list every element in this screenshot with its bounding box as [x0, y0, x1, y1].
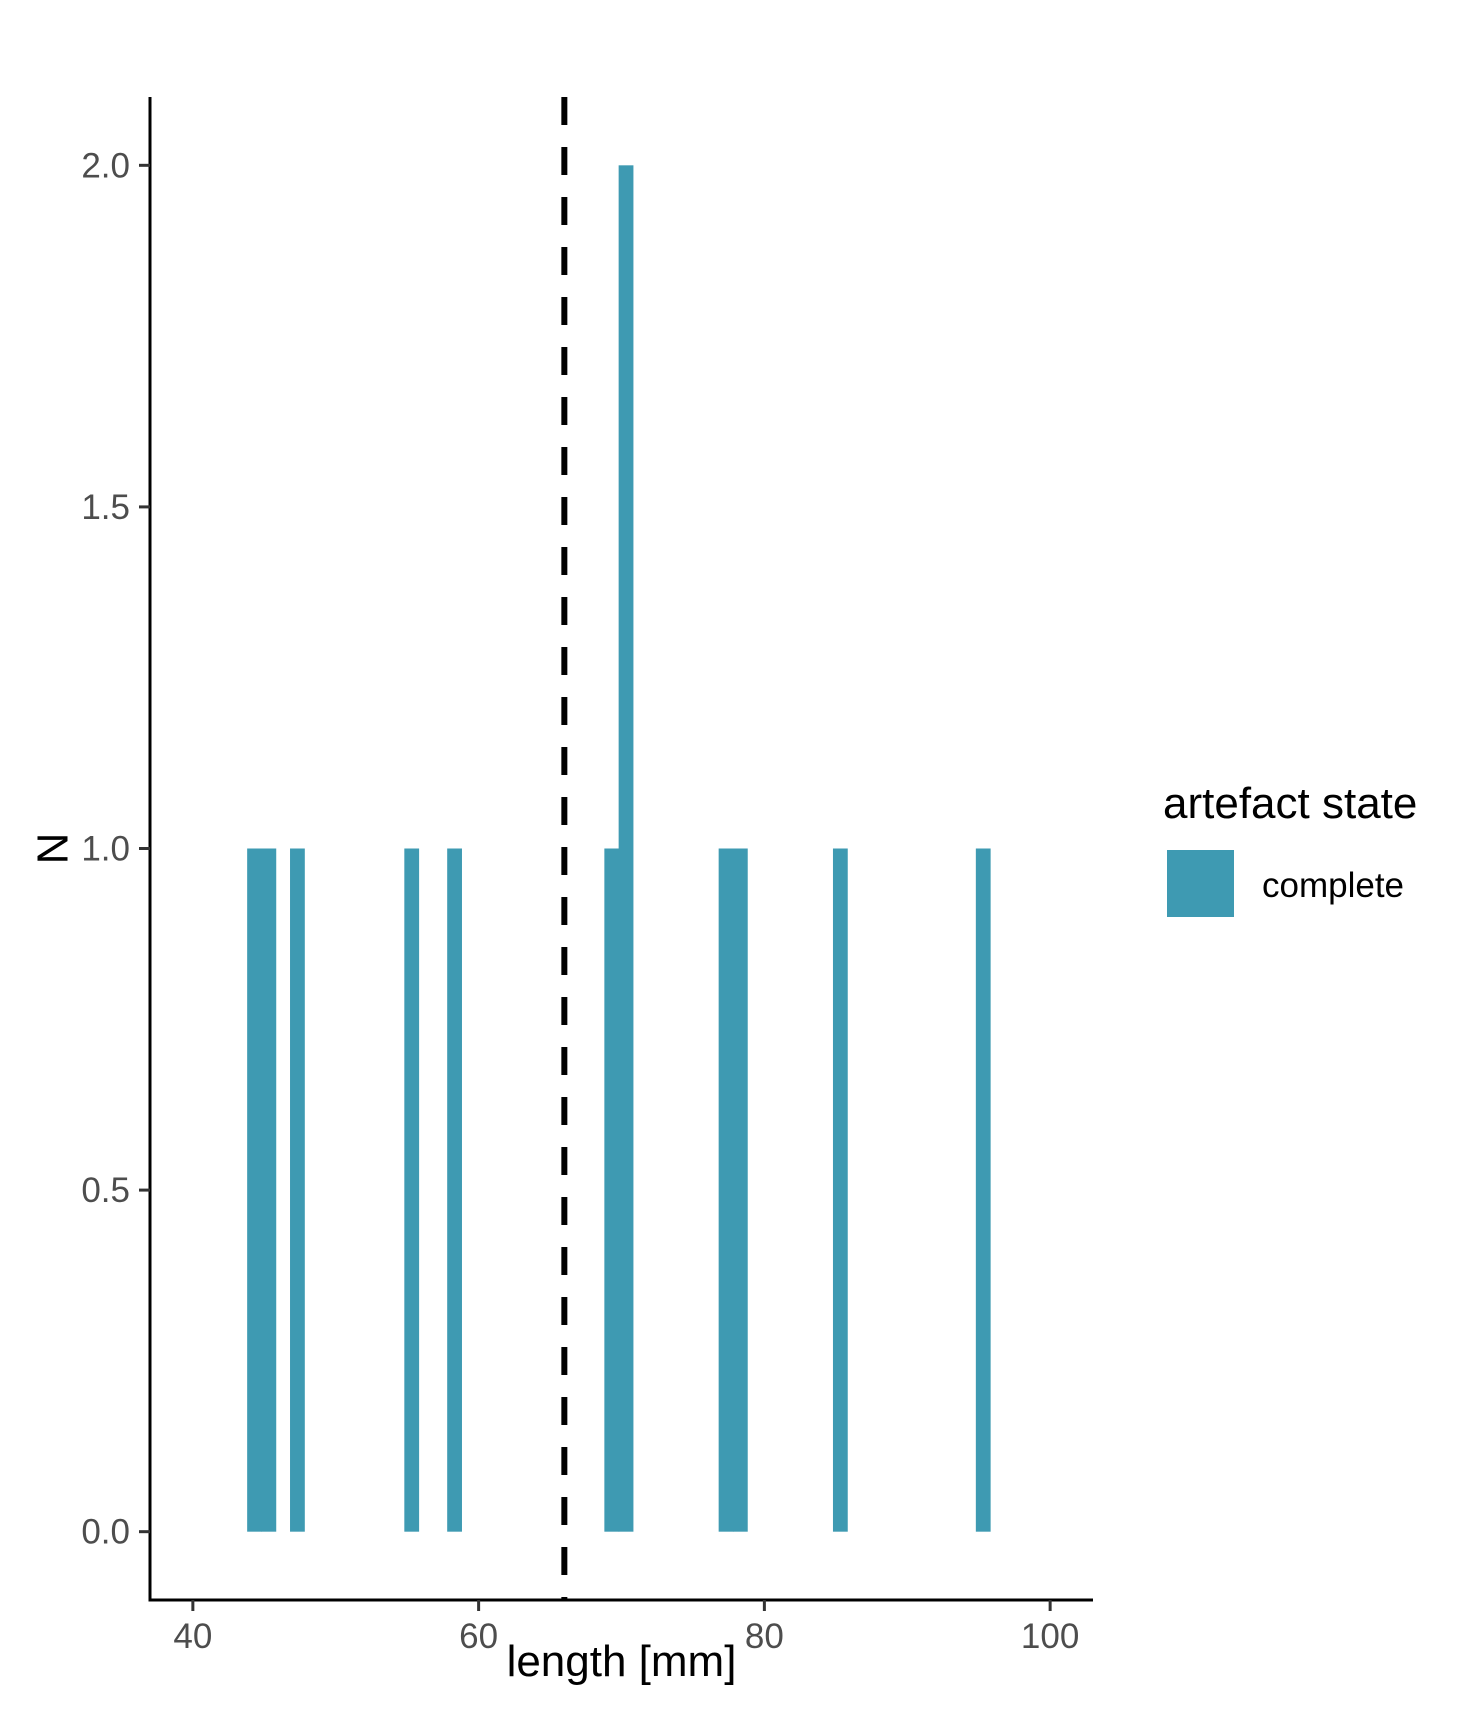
legend-key-complete: [1167, 850, 1234, 917]
y-tick-label: 0.0: [81, 1513, 130, 1552]
y-axis-title: N: [29, 833, 78, 865]
histogram-bar: [261, 848, 277, 1532]
y-ticks: 0.0 0.5 1.0 1.5 2.0: [81, 146, 150, 1552]
y-tick-label: 1.0: [81, 830, 130, 869]
y-tick-label: 1.5: [81, 488, 130, 527]
x-tick-label: 40: [173, 1617, 212, 1656]
histogram-bar: [247, 848, 262, 1532]
x-ticks: 40 60 80 100: [173, 1600, 1079, 1656]
x-tick-label: 100: [1021, 1617, 1079, 1656]
histogram-bar: [604, 848, 620, 1532]
legend-title: artefact state: [1163, 779, 1417, 828]
histogram-bar: [404, 848, 420, 1532]
legend: artefact state complete: [1163, 779, 1417, 917]
x-axis-title: length [mm]: [507, 1637, 737, 1686]
histogram-bar: [832, 848, 848, 1532]
histogram-bar: [618, 165, 634, 1532]
bars-layer: [247, 165, 991, 1532]
histogram-bar: [718, 848, 734, 1532]
x-tick-label: 60: [459, 1617, 498, 1656]
histogram-bar: [447, 848, 462, 1532]
y-tick-label: 2.0: [81, 146, 130, 185]
histogram-bar: [290, 848, 305, 1532]
legend-label-complete: complete: [1262, 866, 1404, 905]
histogram-bar: [732, 848, 748, 1532]
y-tick-label: 0.5: [81, 1171, 130, 1210]
x-tick-label: 80: [745, 1617, 784, 1656]
histogram-bar: [975, 848, 991, 1532]
